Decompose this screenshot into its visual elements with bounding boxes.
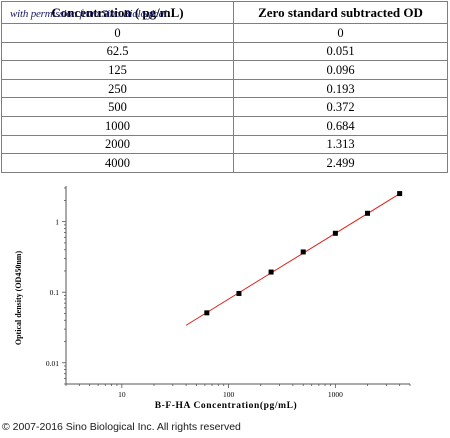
table-row: 62.5 0.051 <box>1 41 448 62</box>
data-points <box>204 191 403 316</box>
y-tick-label: 1 <box>55 218 59 227</box>
cell-od: 2.499 <box>233 153 448 173</box>
data-point <box>397 191 403 197</box>
standard-curve-chart: 10 100 1000 0.01 0.1 1 B-F-HA Concentration(p… <box>14 186 411 411</box>
cell-od: 0.193 <box>233 78 448 99</box>
table-row: 125 0.096 <box>1 60 448 80</box>
cell-concentration: 2000 <box>1 134 234 155</box>
x-tick-label: 100 <box>223 390 235 399</box>
cell-od: 1.313 <box>233 134 448 155</box>
x-tick-label: 1000 <box>328 390 343 399</box>
chart-axes <box>65 186 410 385</box>
data-point <box>204 310 210 316</box>
cell-od: 0.372 <box>233 97 448 117</box>
table-row: 2000 1.313 <box>1 134 448 155</box>
x-tick-label: 10 <box>118 390 126 399</box>
cell-od: 0.051 <box>233 41 448 62</box>
header-concentration-label: Concentration ( pg/mL) <box>51 4 184 20</box>
data-point <box>332 230 338 236</box>
y-tick-label: 0.01 <box>46 359 59 368</box>
cell-od: 0 <box>233 23 448 43</box>
cell-concentration: 125 <box>1 60 234 80</box>
cell-od: 0.684 <box>233 115 448 136</box>
table-header-row: Concentration ( pg/mL) with permission f… <box>1 1 448 24</box>
data-point <box>236 290 242 296</box>
cell-od: 0.096 <box>233 60 448 80</box>
data-point <box>300 249 306 255</box>
header-od: Zero standard subtracted OD <box>233 1 448 24</box>
chart-ticks: 10 100 1000 0.01 0.1 1 <box>46 187 411 399</box>
data-point <box>365 210 371 216</box>
data-table: Concentration ( pg/mL) with permission f… <box>1 1 448 173</box>
table-row: 250 0.193 <box>1 78 448 99</box>
header-concentration: Concentration ( pg/mL) with permission f… <box>1 1 234 24</box>
cell-concentration: 1000 <box>1 115 234 136</box>
cell-concentration: 500 <box>1 97 234 117</box>
watermark: with permission from Sino Biological <box>10 8 167 20</box>
cell-concentration: 62.5 <box>1 41 234 62</box>
data-point <box>268 269 274 275</box>
y-axis-label: Optical density (OD450nm) <box>14 251 23 346</box>
cell-concentration: 4000 <box>1 153 234 173</box>
x-axis-label: B-F-HA Concentration(pg/mL) <box>155 400 298 411</box>
table-row: 500 0.372 <box>1 97 448 117</box>
copyright-notice: © 2007-2016 Sino Biological Inc. All rig… <box>2 421 241 433</box>
cell-concentration: 250 <box>1 78 234 99</box>
y-tick-label: 0.1 <box>50 288 60 297</box>
table-row: 4000 2.499 <box>1 153 448 173</box>
cell-concentration: 0 <box>1 23 234 43</box>
table-row: 1000 0.684 <box>1 115 448 136</box>
